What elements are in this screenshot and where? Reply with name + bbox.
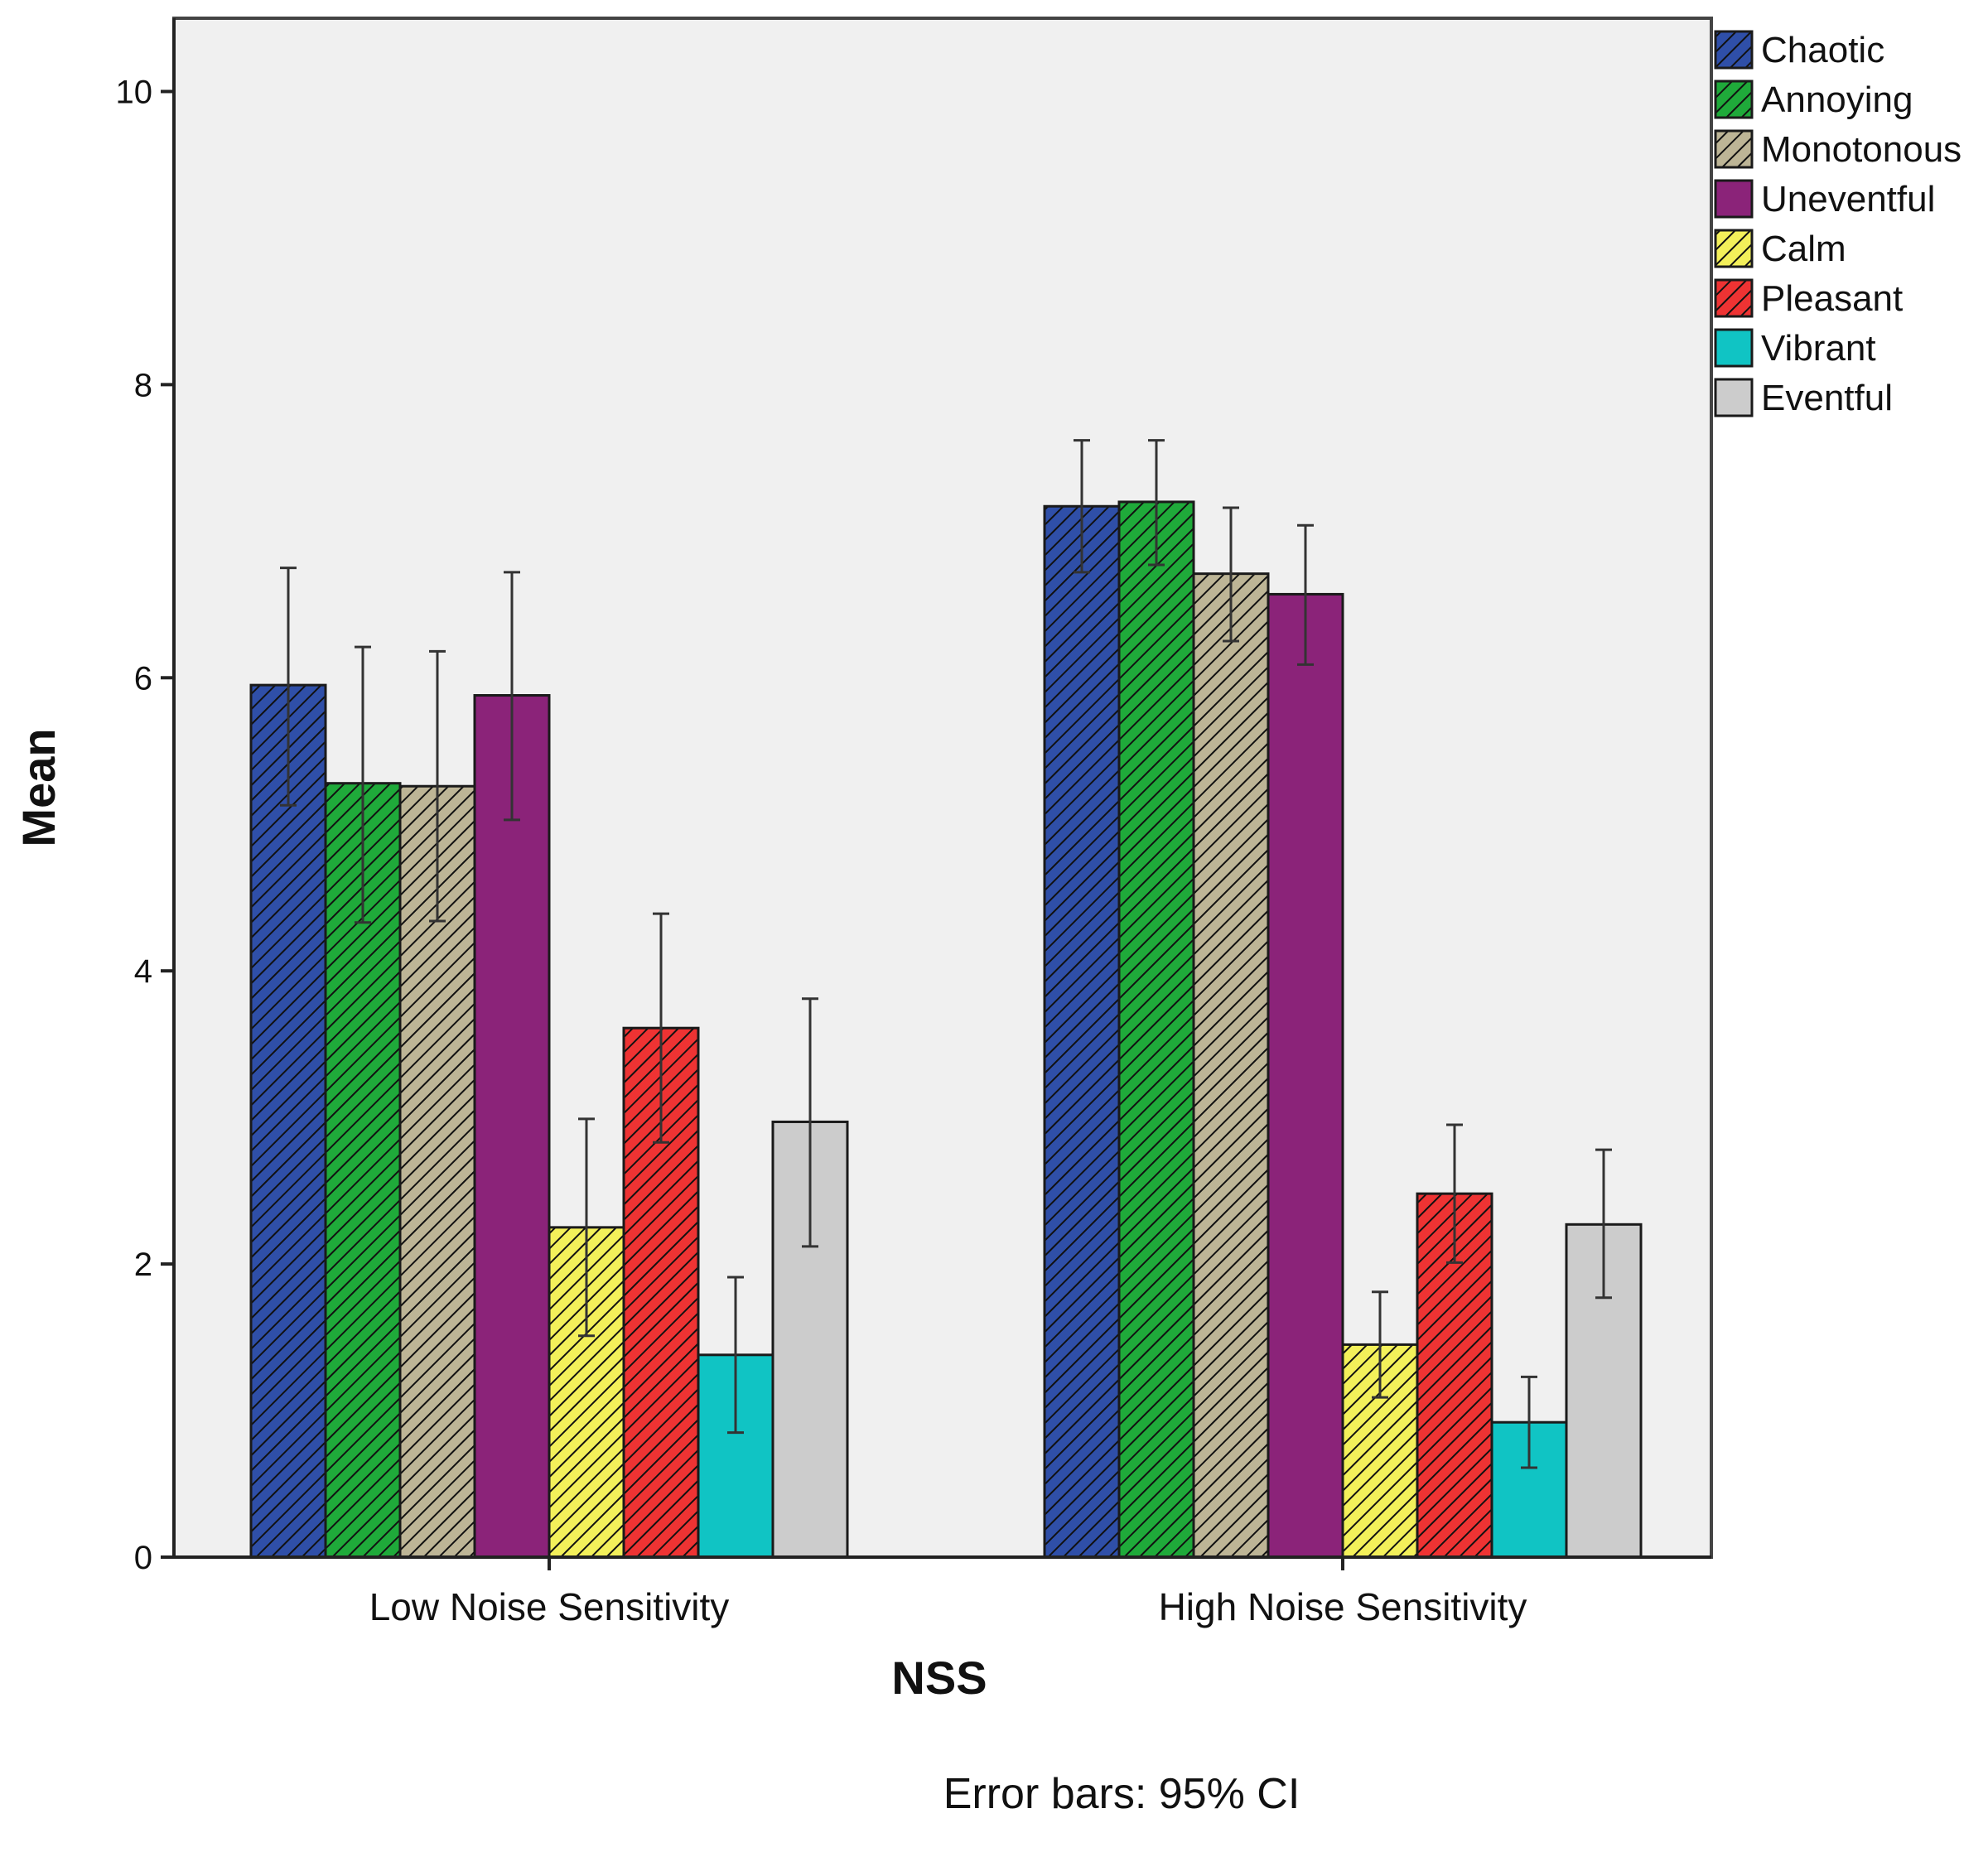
legend-label: Monotonous [1761,129,1961,170]
legend-label: Chaotic [1761,30,1884,70]
error-bar-calm-low [578,1117,595,1338]
error-bar-pleasant-high [1446,1123,1463,1264]
legend: Chaotic Annoying Monotonous Uneventful Calm P… [1714,30,1961,418]
legend-swatch [1714,229,1754,268]
legend-swatch [1714,129,1754,169]
error-bar-annoying-high [1148,439,1165,567]
y-tick-label: 4 [134,953,152,990]
error-bar-monotonous-high [1223,506,1239,643]
x-axis-title: NSS [891,1652,987,1704]
legend-item-chaotic: Chaotic [1714,30,1884,70]
legend-label: Pleasant [1761,278,1903,319]
y-tick-label: 10 [116,74,153,110]
legend-swatch [1714,328,1754,368]
x-axis: Low Noise Sensitivity High Noise Sensitiv… [174,1555,1711,1628]
bar-uneventful-high [1267,592,1344,1559]
legend-item-uneventful: Uneventful [1714,179,1935,219]
error-bar-calm-high [1372,1290,1388,1399]
legend-item-annoying: Annoying [1714,80,1913,120]
y-tick-label: 6 [134,660,152,697]
legend-label: Calm [1761,229,1846,269]
y-tick-label: 8 [134,367,152,403]
bar-monotonous-high [1192,572,1270,1559]
bar-annoying-high [1117,500,1195,1559]
y-tick-label: 2 [134,1247,152,1283]
bar-chaotic-low [249,683,327,1559]
error-bar-monotonous-low [429,649,446,923]
legend-swatch [1714,278,1754,318]
error-bar-pleasant-low [653,912,669,1144]
error-bar-vibrant-high [1521,1375,1537,1469]
legend-label: Annoying [1761,80,1913,120]
error-bar-chaotic-low [280,567,297,807]
x-tick-label: High Noise Sensitivity [1159,1585,1527,1628]
legend-item-monotonous: Monotonous [1714,129,1961,170]
bar-uneventful-low [473,694,551,1559]
error-bar-eventful-low [802,997,818,1248]
error-bars-note: Error bars: 95% CI [943,1770,1300,1818]
legend-swatch [1714,30,1754,70]
error-bar-vibrant-low [727,1276,744,1435]
legend-label: Vibrant [1761,328,1876,369]
y-axis: 0 2 4 6 8 10 [116,18,176,1576]
legend-item-calm: Calm [1714,229,1846,269]
y-axis-title: Mean [12,728,65,846]
error-bar-uneventful-high [1297,523,1314,666]
error-bar-chaotic-high [1074,439,1090,574]
legend-item-eventful: Eventful [1714,378,1893,418]
error-bars-group [280,439,1612,1469]
legend-label: Eventful [1761,378,1893,418]
bar-chaotic-high [1043,504,1121,1559]
error-bar-eventful-high [1595,1148,1612,1300]
error-bar-uneventful-low [504,571,520,822]
legend-label: Uneventful [1761,179,1935,219]
y-tick-label: 0 [134,1540,152,1576]
x-tick-label: Low Noise Sensitivity [369,1585,730,1628]
bar-eventful-high [1565,1223,1643,1559]
error-bar-annoying-low [355,645,371,924]
legend-item-vibrant: Vibrant [1714,328,1876,369]
legend-swatch [1714,378,1754,417]
legend-item-pleasant: Pleasant [1714,278,1903,319]
legend-swatch [1714,80,1754,119]
legend-swatch [1714,179,1754,219]
